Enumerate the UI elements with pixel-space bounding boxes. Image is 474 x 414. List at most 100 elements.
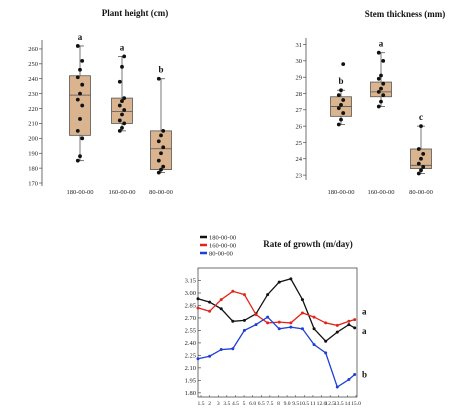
growth-series-point [266,293,270,297]
plant-height-data-point [78,67,82,72]
growth-series-point [196,306,200,310]
stem-thickness-data-point [379,86,383,91]
plant-height-data-point [161,128,166,133]
stem-thickness-y-tick-label: 29 [296,74,303,81]
growth-significance-letter: b [362,370,367,380]
growth-series-point [277,320,281,324]
plant-height-data-point [78,154,82,159]
growth-significance-letter: a [362,326,367,336]
stem-thickness-data-point [336,93,341,98]
stem-thickness-significance-letter: a [379,39,384,49]
plant-height-data-point [120,125,124,130]
growth-series-point [242,318,246,322]
growth-x-tick-label: 11 [310,401,316,407]
growth-series-point [231,289,235,293]
growth-series-point [196,297,200,301]
growth-x-tick-label: 8 [277,401,280,407]
growth-significance-letter: a [362,307,367,317]
plant-height-y-tick-label: 220 [28,106,38,113]
stem-thickness-data-point [376,76,381,81]
growth-series-point [242,293,246,297]
plant-height-data-point [80,58,85,63]
plant-height-box [69,75,91,136]
plant-height-category-label: 160-00-00 [108,189,135,196]
growth-y-tick-label: 3.15 [185,278,196,285]
growth-series-point [254,323,258,327]
plant-height-y-tick-label: 230 [28,91,38,98]
stem-thickness-data-point [419,168,423,173]
growth-series-point [196,357,200,361]
plant-height-data-point [120,64,124,69]
growth-series-point [219,298,223,302]
growth-series-point [312,327,316,331]
plant-height-panel: Plant height (cm) 170 180 190 200 210 220 230 2… [28,8,173,196]
growth-x-tick-label: 12.0 [317,401,327,407]
stem-thickness-data-point [421,151,426,156]
plant-height-data-point [117,128,122,133]
plant-height-data-point [80,82,85,87]
plant-height-data-point [80,103,85,108]
stem-thickness-data-point [376,89,381,94]
growth-series-point [335,323,339,327]
stem-thickness-significance-letter: c [419,112,423,122]
growth-x-tick-label: 9.0 [284,401,291,407]
plant-height-data-point [156,76,161,81]
growth-series-point [324,339,328,343]
plant-height-y-tick-label: 210 [28,121,38,128]
growth-plot-frame [197,267,358,398]
growth-rate-panel: Rate of growth (m/day) 1.80 1.95 2.10 2.25 2… [185,234,367,407]
plant-height-data-point [75,158,80,163]
growth-series-point [335,385,339,389]
stem-thickness-y-tick-label: 30 [296,58,303,65]
plant-height-data-point [161,145,166,150]
stem-thickness-data-point [339,88,343,93]
plant-height-data-point [75,128,80,133]
stem-thickness-significance-letter: b [338,76,343,86]
stem-thickness-data-point [341,62,346,67]
stem-thickness-title: Stem thickness (mm) [365,9,446,19]
growth-legend-label: 180-00-00 [209,234,236,241]
plant-height-data-point [156,139,161,144]
plant-height-data-point [159,167,163,172]
stem-thickness-y-tick-label: 26 [296,123,303,130]
growth-x-tick-label: 12.5 [325,401,335,407]
growth-x-tick-label: 13.5 [334,401,344,407]
growth-y-tick-label: 2.70 [185,315,196,322]
stem-thickness-y-tick-label: 31 [296,42,303,49]
growth-series-point [312,315,316,319]
growth-series-point [300,327,304,331]
stem-thickness-data-point [416,147,421,151]
growth-series-point [242,328,246,332]
growth-x-tick-label: 3 [217,401,220,407]
growth-series-point [324,351,328,355]
plant-height-y-tick-label: 250 [28,61,38,68]
growth-x-tick-label: 10.5 [299,401,309,407]
plant-height-significance-letter: b [158,65,163,75]
stem-thickness-data-point [376,50,381,55]
growth-series-point [335,330,339,334]
growth-series-point [347,378,351,382]
stem-thickness-data-point [381,81,386,86]
growth-series-point [289,321,293,325]
plant-height-data-point [117,118,122,123]
plant-height-significance-letter: a [78,32,83,42]
growth-series-point [347,323,351,327]
stem-thickness-category-label: 180-00-00 [327,189,354,196]
plant-height-category-label: 180-00-00 [66,189,93,196]
growth-series-line [197,316,356,388]
stem-thickness-y-tick-label: 28 [296,91,303,98]
stem-thickness-data-point [416,161,421,166]
stem-thickness-data-point [419,124,423,129]
plant-height-data-point [156,158,161,163]
stem-thickness-data-point [339,117,343,122]
growth-x-tick-label: 6.5 [258,401,265,407]
stem-thickness-category-label: 80-00-00 [409,189,433,196]
growth-series-point [312,343,316,347]
plant-height-data-point [122,108,127,112]
plant-height-y-tick-label: 190 [28,151,38,158]
plant-height-data-point [75,75,80,80]
plant-height-data-point [159,133,163,138]
growth-series-point [231,319,235,323]
growth-series-point [208,354,212,358]
plant-height-data-point [117,103,122,108]
